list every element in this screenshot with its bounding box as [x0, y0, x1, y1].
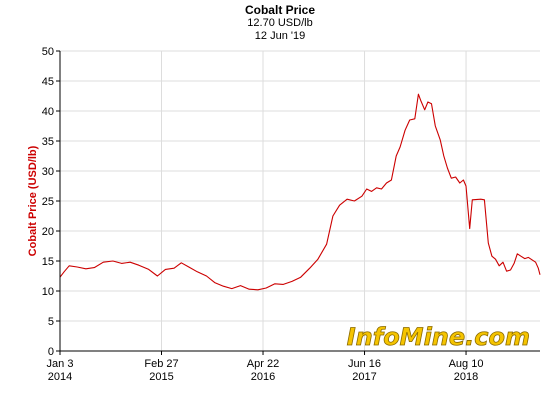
- grid-lines: [59, 50, 540, 352]
- x-tick-year-label: 2014: [48, 371, 72, 383]
- x-tick-year-label: 2017: [352, 371, 376, 383]
- y-tick-label: 25: [42, 196, 54, 208]
- y-tick-label: 45: [42, 76, 54, 88]
- watermark: InfoMine.com: [346, 323, 530, 352]
- y-tick-label: 15: [42, 256, 54, 268]
- x-tick-year-label: 2018: [454, 371, 478, 383]
- y-axis-title: Cobalt Price (USD/lb): [27, 145, 39, 256]
- y-tick-label: 50: [42, 46, 54, 58]
- chart-header: Cobalt Price 12.70 USD/lb 12 Jun '19: [0, 4, 560, 43]
- y-tick-label: 0: [48, 346, 54, 358]
- infomine-watermark-logo: InfoMine.com: [347, 323, 530, 351]
- y-tick-label: 35: [42, 136, 54, 148]
- x-tick-year-label: 2015: [149, 371, 173, 383]
- axes: [56, 50, 540, 355]
- cobalt-price-line: [59, 93, 541, 291]
- x-tick-label: Feb 27: [144, 358, 178, 370]
- y-tick-label: 5: [48, 316, 54, 328]
- x-tick-year-label: 2016: [251, 371, 275, 383]
- x-tick-label: Apr 22: [247, 358, 279, 370]
- x-tick-label: Jun 16: [348, 358, 381, 370]
- y-tick-label: 40: [42, 106, 54, 118]
- y-tick-label: 20: [42, 226, 54, 238]
- x-tick-label: Jan 3: [47, 358, 74, 370]
- y-axis-title-group: Cobalt Price (USD/lb): [27, 145, 39, 256]
- y-tick-labels: 0 5 10 15 20 25 30 35 40 45 50: [42, 46, 54, 358]
- y-tick-label: 10: [42, 286, 54, 298]
- current-price: 12.70 USD/lb: [247, 17, 313, 29]
- y-tick-label: 30: [42, 166, 54, 178]
- x-tick-label: Aug 10: [449, 358, 484, 370]
- price-date: 12 Jun '19: [254, 30, 306, 42]
- chart-title: Cobalt Price: [244, 3, 316, 17]
- series-layer: [59, 93, 541, 291]
